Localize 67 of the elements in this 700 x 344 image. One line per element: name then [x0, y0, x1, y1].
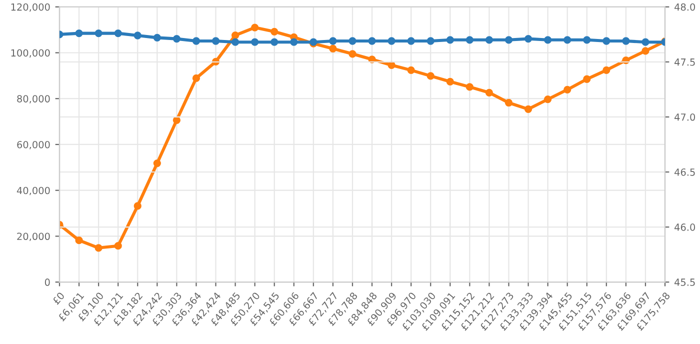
point [564, 86, 572, 94]
point [114, 29, 122, 38]
y-tick-label: 20,000 [17, 232, 50, 242]
point [466, 36, 474, 44]
point [172, 34, 181, 43]
point [642, 38, 650, 46]
point [426, 37, 434, 45]
point [329, 44, 337, 52]
point [134, 32, 142, 40]
point [329, 37, 337, 45]
point [504, 98, 513, 107]
y-tick-label: 40,000 [16, 186, 50, 196]
y2-tick-label: 47.5 [674, 58, 695, 66]
y2-tick-label: 46.0 [674, 224, 696, 231]
point [94, 244, 102, 252]
y-tick-label: 120,000 [11, 3, 50, 12]
point [524, 105, 532, 113]
point [407, 37, 415, 45]
point [446, 78, 454, 86]
y2-tick-label: 48.0 [674, 3, 696, 11]
point [544, 36, 552, 44]
point [446, 36, 454, 44]
point [504, 36, 513, 44]
y2-tick-label: 45.5 [674, 278, 695, 286]
point [270, 38, 278, 46]
point [622, 37, 630, 45]
point [407, 66, 415, 74]
y2-tick-label: 46.5 [674, 168, 695, 176]
point [583, 36, 591, 44]
y-tick-label: 0 [44, 278, 50, 286]
point [290, 38, 298, 46]
point [134, 202, 142, 210]
point [212, 37, 220, 45]
point [583, 75, 591, 83]
point [466, 83, 474, 91]
point [94, 29, 102, 38]
y-tick-label: 60,000 [17, 140, 50, 150]
y-tick-label: 100,000 [11, 49, 50, 58]
point [231, 38, 240, 46]
point [602, 66, 610, 74]
point [388, 37, 396, 45]
point [251, 24, 259, 32]
point [192, 37, 200, 45]
point [388, 61, 396, 69]
point [172, 116, 181, 124]
point [114, 242, 122, 250]
point [642, 47, 650, 55]
point [251, 38, 259, 46]
point [485, 88, 494, 96]
point [153, 34, 161, 42]
point [426, 72, 434, 80]
point [153, 159, 161, 168]
y-tick-label: 80,000 [17, 95, 50, 104]
point [368, 37, 376, 45]
y2-tick-label: 47.0 [674, 113, 696, 121]
point [75, 236, 83, 244]
point [544, 95, 552, 104]
point [485, 36, 494, 44]
point [602, 37, 610, 45]
point [231, 31, 240, 40]
point [75, 29, 83, 38]
point [564, 36, 572, 44]
point [348, 37, 356, 45]
point [192, 74, 200, 82]
point [270, 28, 278, 36]
point [348, 50, 356, 58]
point [524, 34, 532, 43]
